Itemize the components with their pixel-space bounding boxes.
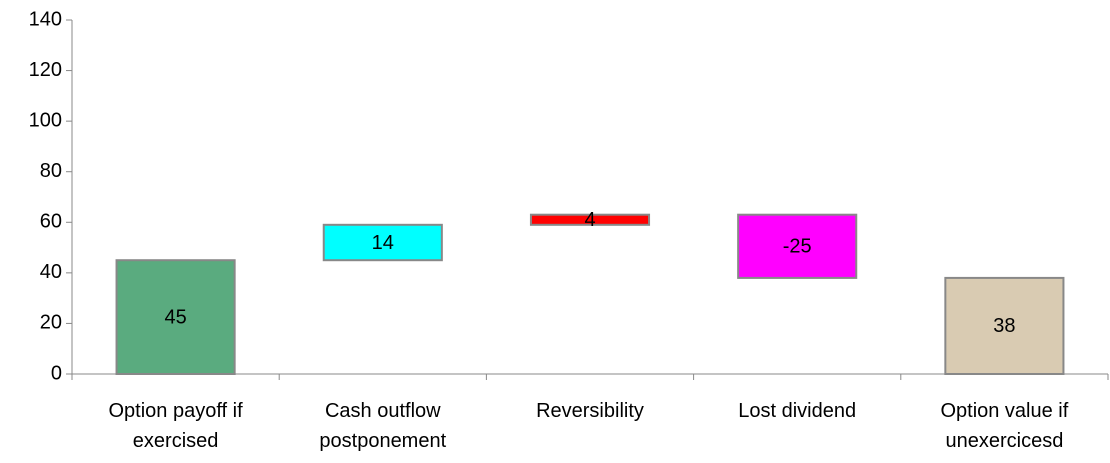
bar xyxy=(944,276,1065,375)
x-tick-label: Reversibility xyxy=(536,400,644,422)
x-tick-label: Cash outflow postponement xyxy=(319,400,447,452)
x-tick-label: Lost dividend xyxy=(738,400,857,422)
y-tick-label: 100 xyxy=(29,109,62,131)
y-tick-label: 0 xyxy=(51,362,62,384)
y-tick-label: 140 xyxy=(29,8,62,30)
bar xyxy=(322,223,443,262)
data-label: -25 xyxy=(783,236,812,258)
y-tick-label: 40 xyxy=(40,261,62,283)
x-tick-label: Option value if unexercicesd xyxy=(940,400,1069,452)
x-tick-label: Option payoff if exercised xyxy=(108,400,243,452)
data-label: 14 xyxy=(372,232,394,254)
bar xyxy=(115,259,236,376)
bar xyxy=(529,213,651,226)
bar xyxy=(737,213,858,279)
y-tick-label: 20 xyxy=(40,312,62,334)
data-label: 38 xyxy=(993,315,1015,337)
data-label: 45 xyxy=(164,306,186,328)
y-tick-label: 60 xyxy=(40,211,62,233)
y-tick-label: 120 xyxy=(29,59,62,81)
y-tick-label: 80 xyxy=(40,160,62,182)
data-label: 4 xyxy=(584,209,595,231)
